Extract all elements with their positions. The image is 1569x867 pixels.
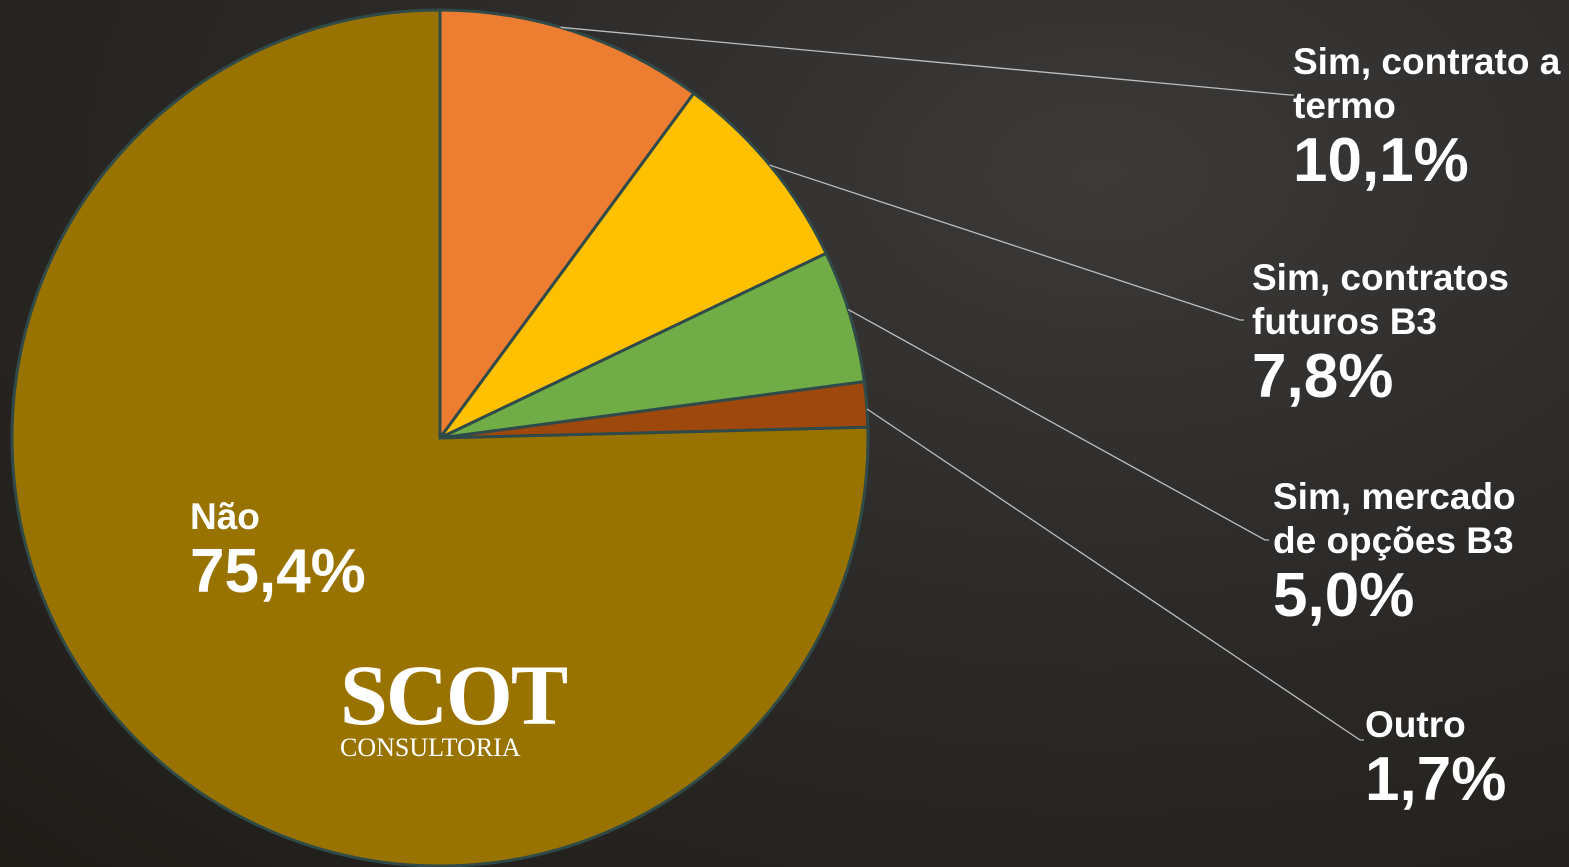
value-label: 75,4% xyxy=(190,539,490,605)
category-label: Sim, mercado de opções B3 xyxy=(1273,475,1558,563)
value-label: 5,0% xyxy=(1273,563,1558,629)
logo-name: SCOT xyxy=(340,655,566,735)
category-label: Outro xyxy=(1365,703,1565,747)
category-label: Não xyxy=(190,495,490,539)
leader-line xyxy=(848,310,1269,540)
value-label: 10,1% xyxy=(1293,128,1568,194)
value-label: 1,7% xyxy=(1365,747,1565,813)
category-label: Sim, contrato a termo xyxy=(1293,40,1568,128)
value-label: 7,8% xyxy=(1252,344,1552,410)
chart: SCOT CONSULTORIA Sim, contrato a termo10… xyxy=(0,0,1569,867)
logo: SCOT CONSULTORIA xyxy=(340,655,566,761)
category-label: Sim, contratos futuros B3 xyxy=(1252,256,1552,344)
